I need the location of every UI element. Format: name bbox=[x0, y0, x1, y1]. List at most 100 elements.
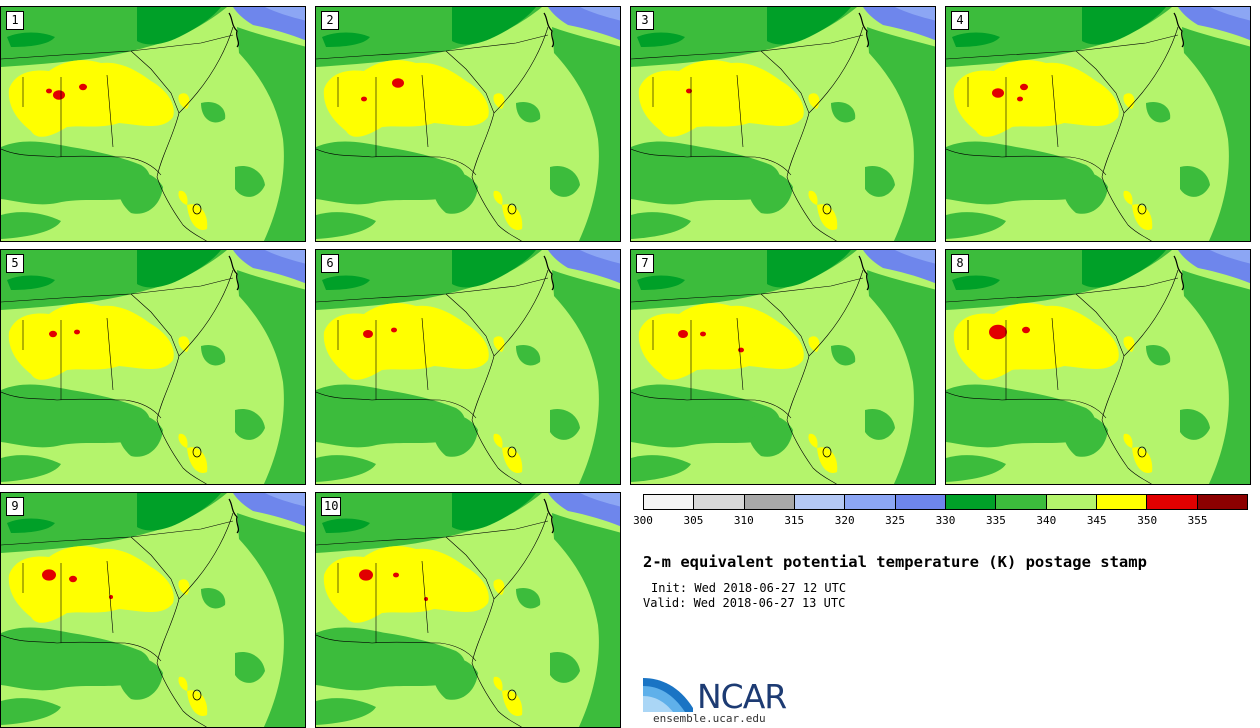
state-boundary-line bbox=[316, 391, 477, 419]
field-contour-region bbox=[1132, 204, 1153, 230]
state-boundary-line bbox=[808, 269, 864, 357]
colorbar-tick-label: 315 bbox=[784, 514, 805, 527]
field-contour-region bbox=[237, 27, 305, 241]
state-boundary-line bbox=[1, 634, 162, 662]
field-contour-region bbox=[201, 101, 226, 123]
lake-okeechobee-outline bbox=[507, 689, 517, 701]
state-boundary-line bbox=[1123, 269, 1179, 357]
field-contour-region bbox=[1123, 190, 1133, 205]
field-contour-region bbox=[767, 250, 851, 288]
field-contour-region bbox=[178, 676, 188, 691]
field-contour-region bbox=[178, 190, 188, 205]
state-boundary-line bbox=[1123, 26, 1179, 114]
high-theta-e-spot bbox=[42, 569, 56, 581]
field-contour-region bbox=[1, 627, 151, 691]
high-theta-e-spot bbox=[1020, 83, 1028, 91]
ensemble-field-map bbox=[1, 493, 305, 727]
lake-okeechobee-outline bbox=[1137, 203, 1147, 215]
field-contour-region bbox=[187, 204, 208, 230]
state-boundary-line bbox=[808, 26, 864, 114]
field-contour-region bbox=[953, 303, 1119, 380]
field-contour-region bbox=[452, 493, 536, 531]
state-boundary-line bbox=[178, 512, 234, 600]
high-theta-e-spot bbox=[738, 347, 744, 353]
field-contour-region bbox=[235, 165, 265, 197]
field-contour-region bbox=[946, 141, 1096, 205]
field-contour-region bbox=[323, 60, 489, 137]
colorbar-tick-label: 340 bbox=[1036, 514, 1057, 527]
field-contour-region bbox=[452, 7, 536, 45]
state-boundary-line bbox=[1075, 50, 1125, 114]
field-contour-region bbox=[187, 447, 208, 473]
field-contour-region bbox=[895, 7, 935, 21]
state-boundary-line bbox=[421, 317, 429, 391]
colorbar-swatch bbox=[1197, 495, 1247, 509]
colorbar-swatch bbox=[895, 495, 946, 509]
state-boundary-line bbox=[786, 112, 837, 241]
ensemble-field-map bbox=[316, 493, 620, 727]
member-label: 6 bbox=[321, 254, 339, 273]
field-contour-region bbox=[7, 32, 55, 47]
state-boundary-line bbox=[178, 269, 234, 357]
field-contour-region bbox=[7, 518, 55, 533]
field-contour-region bbox=[137, 250, 221, 288]
state-boundary-line bbox=[1, 391, 162, 419]
field-contour-region bbox=[1210, 250, 1250, 264]
member-label: 10 bbox=[321, 497, 342, 516]
field-contour-region bbox=[817, 204, 838, 230]
field-contour-region bbox=[201, 587, 226, 609]
field-contour-region bbox=[452, 250, 536, 288]
state-boundary-line bbox=[316, 148, 477, 176]
field-contour-region bbox=[316, 384, 466, 448]
state-boundary-line bbox=[445, 293, 495, 357]
colorbar-tick-label: 350 bbox=[1137, 514, 1158, 527]
field-contour-region bbox=[1180, 408, 1210, 440]
field-contour-region bbox=[552, 513, 620, 727]
colorbar-swatch bbox=[1147, 495, 1198, 509]
field-contour-region bbox=[946, 384, 1096, 448]
lake-okeechobee-outline bbox=[192, 689, 202, 701]
field-contour-region bbox=[433, 171, 478, 214]
field-contour-region bbox=[237, 270, 305, 484]
field-contour-region bbox=[1, 698, 61, 725]
colorbar-swatch bbox=[1096, 495, 1148, 509]
high-theta-e-spot bbox=[46, 88, 52, 94]
field-contour-region bbox=[1, 384, 151, 448]
colorbar-tick-label: 345 bbox=[1086, 514, 1107, 527]
field-contour-region bbox=[118, 657, 163, 700]
colorbar-tick-label: 335 bbox=[985, 514, 1006, 527]
field-contour-region bbox=[895, 250, 935, 264]
field-contour-region bbox=[865, 165, 895, 197]
state-boundary-line bbox=[760, 50, 810, 114]
high-theta-e-spot bbox=[678, 330, 688, 338]
colorbar-tick-label: 325 bbox=[885, 514, 906, 527]
field-contour-region bbox=[265, 250, 305, 264]
field-contour-region bbox=[1146, 344, 1171, 366]
member-label: 3 bbox=[636, 11, 654, 30]
high-theta-e-spot bbox=[69, 575, 77, 583]
field-contour-region bbox=[865, 408, 895, 440]
state-boundary-line bbox=[1, 148, 162, 176]
field-contour-region bbox=[952, 275, 1000, 290]
field-contour-region bbox=[1063, 414, 1108, 457]
field-contour-region bbox=[1063, 171, 1108, 214]
state-boundary-line bbox=[156, 355, 207, 484]
field-contour-region bbox=[1180, 165, 1210, 197]
member-label: 1 bbox=[6, 11, 24, 30]
member-map-7: 7 bbox=[630, 249, 936, 485]
ncar-logo: NCAR ensemble.ucar.edu bbox=[643, 672, 793, 725]
field-contour-region bbox=[552, 27, 620, 241]
coastline bbox=[1173, 255, 1185, 291]
high-theta-e-spot bbox=[49, 330, 57, 338]
member-map-5: 5 bbox=[0, 249, 306, 485]
colorbar-tick-label: 330 bbox=[935, 514, 956, 527]
field-contour-region bbox=[322, 275, 370, 290]
state-boundary-line bbox=[130, 536, 180, 600]
field-contour-region bbox=[637, 32, 685, 47]
field-contour-region bbox=[316, 141, 466, 205]
state-boundary-line bbox=[471, 355, 522, 484]
field-contour-region bbox=[201, 344, 226, 366]
member-map-4: 4 bbox=[945, 6, 1251, 242]
field-contour-region bbox=[516, 344, 541, 366]
high-theta-e-spot bbox=[393, 572, 399, 578]
